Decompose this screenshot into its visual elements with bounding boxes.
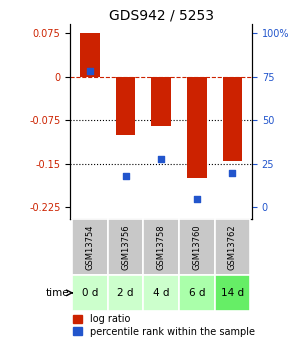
Bar bbox=[143, 275, 179, 311]
Point bbox=[123, 173, 128, 179]
Point bbox=[88, 69, 92, 74]
Bar bbox=[116, 77, 135, 135]
Text: GSM13754: GSM13754 bbox=[86, 224, 94, 270]
Bar bbox=[72, 219, 108, 275]
Text: GSM13760: GSM13760 bbox=[192, 224, 201, 270]
Point bbox=[195, 196, 199, 201]
Bar bbox=[72, 275, 108, 311]
Bar bbox=[108, 219, 143, 275]
Text: 4 d: 4 d bbox=[153, 288, 169, 298]
Point bbox=[230, 170, 235, 175]
Bar bbox=[214, 219, 250, 275]
Text: GSM13758: GSM13758 bbox=[157, 224, 166, 270]
Point bbox=[159, 156, 163, 161]
Legend: log ratio, percentile rank within the sample: log ratio, percentile rank within the sa… bbox=[73, 314, 255, 337]
Text: 6 d: 6 d bbox=[188, 288, 205, 298]
Bar bbox=[179, 219, 214, 275]
Title: GDS942 / 5253: GDS942 / 5253 bbox=[109, 9, 214, 23]
Text: GSM13756: GSM13756 bbox=[121, 224, 130, 270]
Text: 0 d: 0 d bbox=[82, 288, 98, 298]
Text: time: time bbox=[46, 288, 69, 298]
Bar bbox=[143, 219, 179, 275]
Bar bbox=[214, 275, 250, 311]
Bar bbox=[187, 77, 207, 178]
Bar bbox=[80, 33, 100, 77]
Text: 2 d: 2 d bbox=[117, 288, 134, 298]
Text: GSM13762: GSM13762 bbox=[228, 224, 237, 270]
Bar bbox=[179, 275, 214, 311]
Bar bbox=[151, 77, 171, 126]
Bar bbox=[223, 77, 242, 161]
Bar bbox=[108, 275, 143, 311]
Text: 14 d: 14 d bbox=[221, 288, 244, 298]
